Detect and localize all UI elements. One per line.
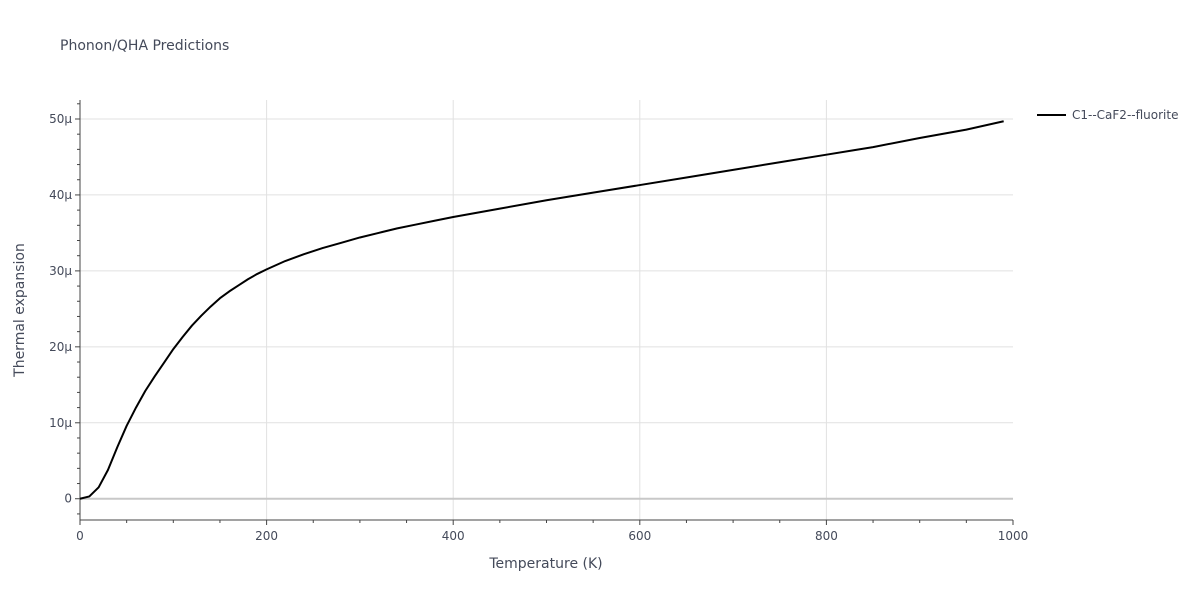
legend[interactable]: C1--CaF2--fluorite [1037,108,1178,122]
grid [80,100,1013,520]
y-tick-label: 10µ [49,416,72,430]
x-tick-label: 200 [255,529,278,543]
x-axis-label: Temperature (K) [488,556,602,572]
x-tick-label: 0 [76,529,84,543]
y-tick-label: 50µ [49,112,72,126]
x-tick-label: 400 [442,529,465,543]
legend-label[interactable]: C1--CaF2--fluorite [1072,108,1178,122]
y-tick-label: 30µ [49,264,72,278]
y-tick-label: 40µ [49,188,72,202]
y-tick-label: 20µ [49,340,72,354]
y-axis-label: Thermal expansion [12,243,28,378]
x-tick-label: 600 [628,529,651,543]
chart-title: Phonon/QHA Predictions [60,38,229,54]
x-tick-label: 1000 [998,529,1029,543]
series-line-C1--CaF2--fluorite[interactable] [79,120,1004,500]
series-layer [79,120,1004,500]
x-tick-label: 800 [815,529,838,543]
axes: 0 200 400 600 800 1000 0 10µ 20µ 30µ 40µ 50µ [49,100,1028,543]
y-tick-label: 0 [64,492,72,506]
